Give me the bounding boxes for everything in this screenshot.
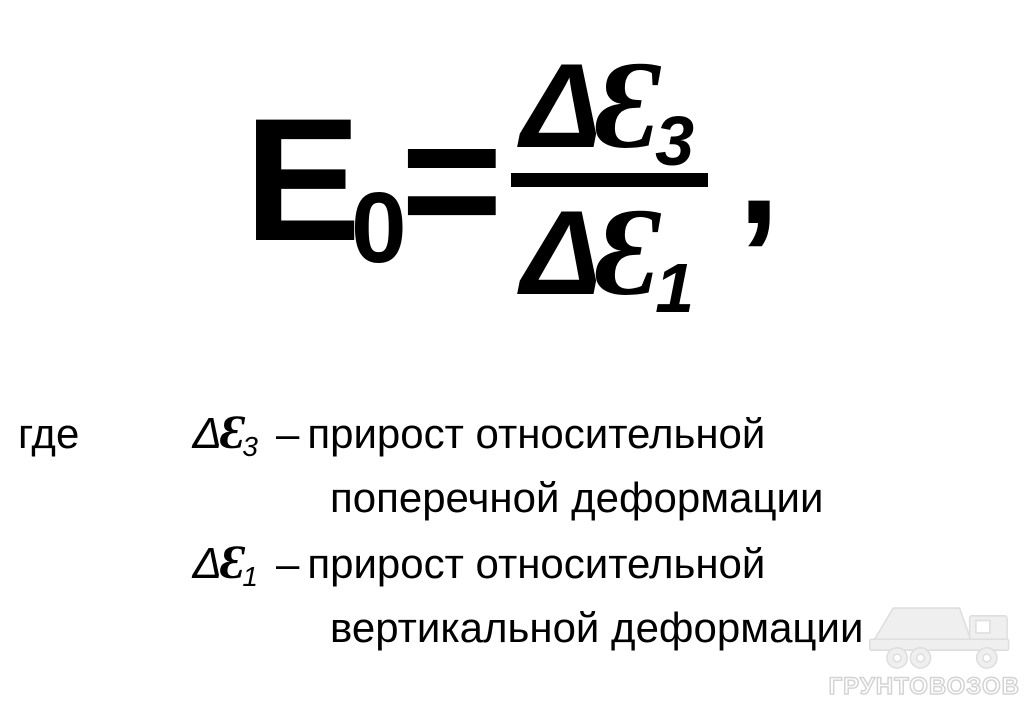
term1-epsilon: Ɛ xyxy=(220,398,244,468)
formula-block: E 0 = Δ Ɛ 3 Δ Ɛ 1 , xyxy=(0,40,1024,320)
equals-sign: = xyxy=(401,93,503,268)
dash-1: – xyxy=(268,404,307,465)
numerator-delta: Δ xyxy=(521,46,602,166)
denominator-subscript: 1 xyxy=(655,253,694,323)
formula: E 0 = Δ Ɛ 3 Δ Ɛ 1 , xyxy=(244,40,779,320)
denominator-epsilon: Ɛ xyxy=(595,191,659,316)
term2-desc-line1: прирост относительной xyxy=(307,534,1006,595)
term2-delta: Δ xyxy=(192,532,222,596)
lhs-base: E xyxy=(244,93,357,268)
term2-epsilon: Ɛ xyxy=(220,528,244,598)
dash-2: – xyxy=(268,534,307,595)
term1-symbol: Δ Ɛ 3 xyxy=(138,398,268,468)
numerator-epsilon: Ɛ xyxy=(595,44,659,169)
term1-subscript: 3 xyxy=(242,427,258,468)
fraction: Δ Ɛ 3 Δ Ɛ 1 xyxy=(511,40,708,320)
term1-desc-line2: поперечной деформации xyxy=(18,468,1006,529)
term2-subscript: 1 xyxy=(242,557,258,598)
watermark: ГРУНТОВОЗОВ xyxy=(829,594,1020,701)
formula-lhs: E 0 xyxy=(244,93,408,268)
denominator: Δ Ɛ 1 xyxy=(511,187,708,320)
truck-icon xyxy=(860,594,1020,672)
watermark-label: ГРУНТОВОЗОВ xyxy=(829,673,1020,701)
lhs-subscript: 0 xyxy=(351,178,403,278)
trailing-comma: , xyxy=(738,85,780,258)
denominator-delta: Δ xyxy=(521,193,602,313)
numerator: Δ Ɛ 3 xyxy=(511,40,708,173)
term1-desc-line1: прирост относительной xyxy=(307,404,1006,465)
numerator-subscript: 3 xyxy=(655,106,694,176)
where-label: где xyxy=(18,404,138,465)
legend-row-2: Δ Ɛ 1 – прирост относительной xyxy=(18,528,1006,598)
legend-row-1: где Δ Ɛ 3 – прирост относительной xyxy=(18,398,1006,468)
term2-symbol: Δ Ɛ 1 xyxy=(138,528,268,598)
term1-delta: Δ xyxy=(192,402,222,466)
